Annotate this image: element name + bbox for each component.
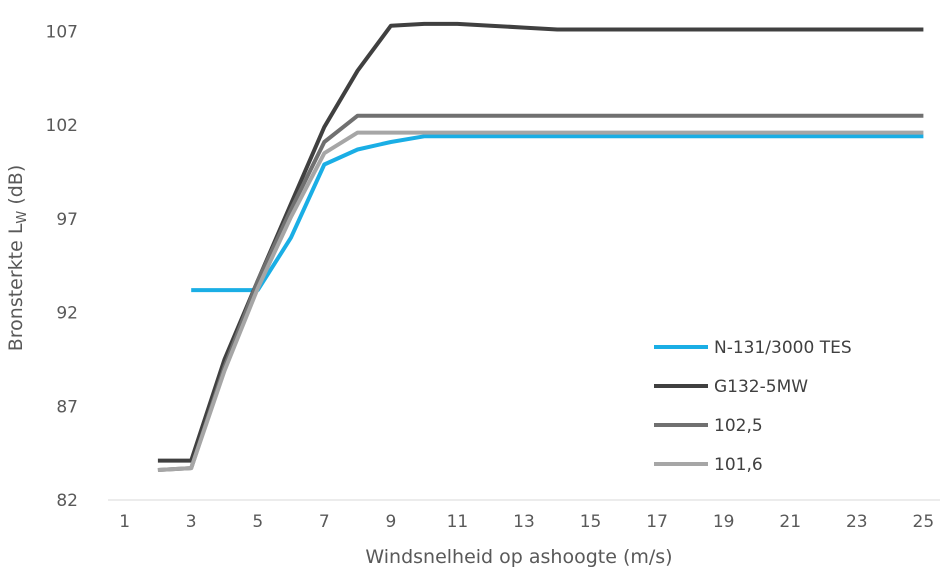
y-tick-label: 82 [56,491,78,511]
y-tick-label: 107 [46,22,78,42]
legend: N-131/3000 TES G132-5MW 102,5 101,6 [654,338,852,475]
series-line-2 [157,21,924,463]
x-tick-label: 17 [646,512,668,532]
y-axis: 82 87 92 97 102 107 [46,22,78,511]
legend-label-1: N-131/3000 TES [714,338,852,358]
x-tick-label: 3 [186,512,197,532]
y-tick-label: 87 [56,397,78,417]
x-tick-label: 15 [580,512,602,532]
y-axis-title-main: Bronsterkte L [5,223,27,351]
x-tick-label: 13 [513,512,535,532]
x-tick-label: 21 [779,512,801,532]
y-tick-label: 102 [46,116,78,136]
x-tick-label: 7 [319,512,330,532]
series-line-1 [191,134,924,293]
series-lines [157,21,924,472]
legend-label-3: 102,5 [714,416,763,436]
x-tick-label: 1 [119,512,130,532]
x-tick-label: 25 [913,512,935,532]
legend-label-4: 101,6 [714,455,763,475]
x-tick-label: 23 [846,512,868,532]
series-line-4 [157,130,924,472]
y-axis-title-subscript: W [15,211,30,224]
y-axis-title-suffix: (dB) [5,165,27,211]
x-tick-label: 5 [252,512,263,532]
x-axis: 1 3 5 7 9 11 13 15 17 19 21 23 25 [108,499,940,532]
x-tick-label: 19 [713,512,735,532]
x-tick-label: 9 [385,512,396,532]
x-axis-title: Windsnelheid op ashoogte (m/s) [365,546,672,568]
y-tick-label: 97 [56,210,78,230]
legend-label-2: G132-5MW [714,377,808,397]
x-tick-label: 11 [447,512,469,532]
series-line-3 [157,113,924,472]
y-axis-title: Bronsterkte LW (dB) [5,165,30,352]
y-tick-label: 92 [56,304,78,324]
